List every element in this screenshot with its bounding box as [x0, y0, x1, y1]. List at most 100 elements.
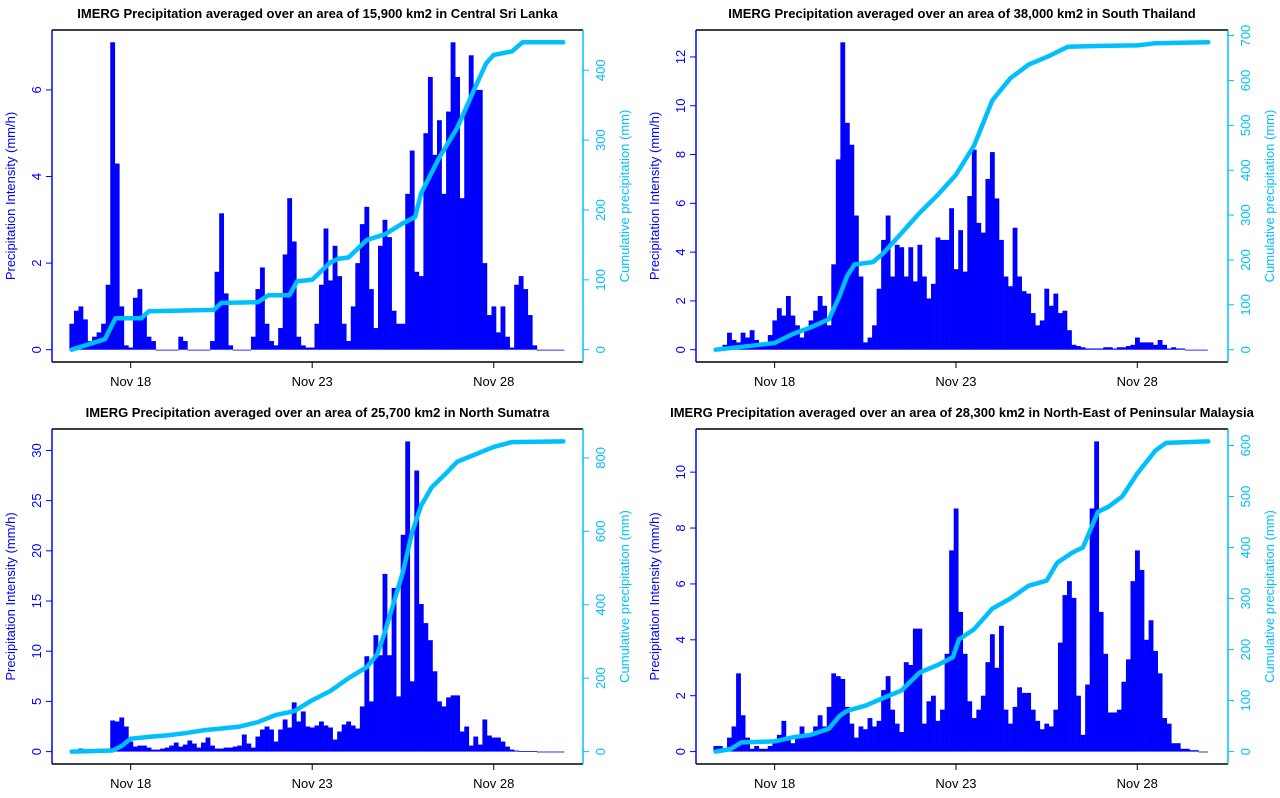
y-tick-label: 6 [673, 580, 688, 587]
intensity-bar [409, 681, 415, 752]
intensity-bar [885, 215, 891, 350]
intensity-bar [191, 743, 197, 752]
intensity-bar [437, 120, 442, 350]
intensity-bar [391, 310, 397, 350]
y-right-axis-label: Cumulative precipitation (mm) [617, 510, 632, 683]
intensity-bar [980, 232, 986, 350]
intensity-bar [210, 745, 215, 752]
intensity-bar [282, 254, 288, 350]
intensity-bar [863, 729, 868, 752]
intensity-bar [246, 349, 252, 351]
y-right-tick-label: 200 [593, 199, 608, 221]
intensity-bar [772, 320, 778, 350]
intensity-bar [1085, 684, 1090, 752]
intensity-bar [1116, 347, 1122, 350]
intensity-bar [731, 339, 737, 350]
intensity-bar [223, 747, 229, 752]
intensity-bar [971, 149, 977, 350]
intensity-bar [1030, 313, 1036, 350]
intensity-bar [1203, 349, 1208, 351]
intensity-bar [763, 748, 769, 752]
intensity-bar [296, 721, 302, 752]
chart-title: IMERG Precipitation averaged over an are… [728, 6, 1195, 21]
intensity-bar [446, 697, 451, 752]
cumulative-line [713, 439, 1211, 754]
intensity-bar [1089, 348, 1095, 350]
intensity-bar [1180, 348, 1186, 350]
intensity-bar [201, 349, 206, 351]
intensity-bar [119, 306, 125, 350]
intensity-bar [505, 746, 510, 752]
intensity-bar [849, 144, 855, 350]
intensity-bar [931, 695, 936, 752]
y-tick-label: 10 [673, 98, 688, 112]
intensity-bar [808, 734, 814, 752]
intensity-bar [1026, 293, 1032, 350]
intensity-bar [405, 441, 411, 752]
intensity-bar [550, 349, 556, 351]
intensity-bar [187, 740, 193, 752]
y-right-tick-label: 100 [1238, 690, 1253, 712]
intensity-bar [319, 721, 324, 752]
intensity-bar [468, 55, 474, 350]
intensity-bar [291, 702, 297, 752]
intensity-bar [1107, 347, 1113, 350]
intensity-bar [219, 213, 225, 350]
intensity-bar [536, 751, 542, 753]
intensity-bar [532, 751, 538, 752]
intensity-bar [1189, 349, 1195, 351]
intensity-bar [949, 208, 954, 350]
intensity-bar [776, 734, 782, 752]
intensity-bar [1021, 692, 1027, 752]
intensity-bar [994, 198, 1000, 350]
intensity-bar [423, 623, 429, 752]
intensity-bar [155, 349, 161, 351]
cumulative-line [69, 40, 566, 352]
intensity-bar [155, 749, 161, 752]
intensity-bar [228, 747, 234, 752]
intensity-bar [1175, 743, 1181, 752]
intensity-bar [935, 237, 941, 350]
intensity-bar [885, 676, 891, 752]
intensity-bar [899, 247, 905, 350]
intensity-bar [205, 349, 211, 351]
intensity-bar [323, 725, 329, 752]
intensity-bar [414, 271, 420, 350]
intensity-bar [142, 315, 147, 350]
intensity-bar [831, 673, 837, 752]
intensity-bar [78, 306, 84, 350]
intensity-bar [749, 748, 755, 752]
intensity-bar [223, 293, 229, 350]
intensity-bar [400, 323, 406, 350]
intensity-bar [731, 726, 737, 752]
intensity-bar [1057, 642, 1063, 752]
intensity-bar [160, 748, 166, 752]
intensity-bar [496, 737, 501, 752]
intensity-bar [173, 742, 179, 752]
intensity-bar [999, 239, 1004, 350]
intensity-bar [455, 76, 461, 350]
chart-panel: IMERG Precipitation averaged over an are… [3, 405, 632, 791]
intensity-bar [241, 734, 247, 752]
intensity-bar [1162, 344, 1168, 350]
intensity-bar [881, 690, 886, 752]
intensity-bar [1162, 718, 1168, 752]
intensity-bar [772, 740, 778, 752]
intensity-bar [441, 706, 447, 752]
intensity-bar [844, 706, 850, 752]
intensity-bar [1076, 695, 1081, 752]
intensity-bar [853, 737, 859, 752]
intensity-bar [1157, 339, 1163, 350]
x-tick-label: Nov 23 [292, 776, 333, 791]
intensity-bar [123, 345, 129, 350]
intensity-bar [491, 306, 497, 350]
intensity-bar [876, 288, 882, 350]
intensity-bar [944, 239, 950, 350]
intensity-bar [396, 323, 402, 350]
y-right-tick-label: 700 [1238, 25, 1253, 47]
intensity-bar [514, 284, 520, 350]
intensity-bar [437, 701, 442, 752]
intensity-bar [255, 736, 261, 752]
chart-title: IMERG Precipitation averaged over an are… [77, 6, 558, 21]
x-tick-label: Nov 28 [1117, 374, 1158, 389]
